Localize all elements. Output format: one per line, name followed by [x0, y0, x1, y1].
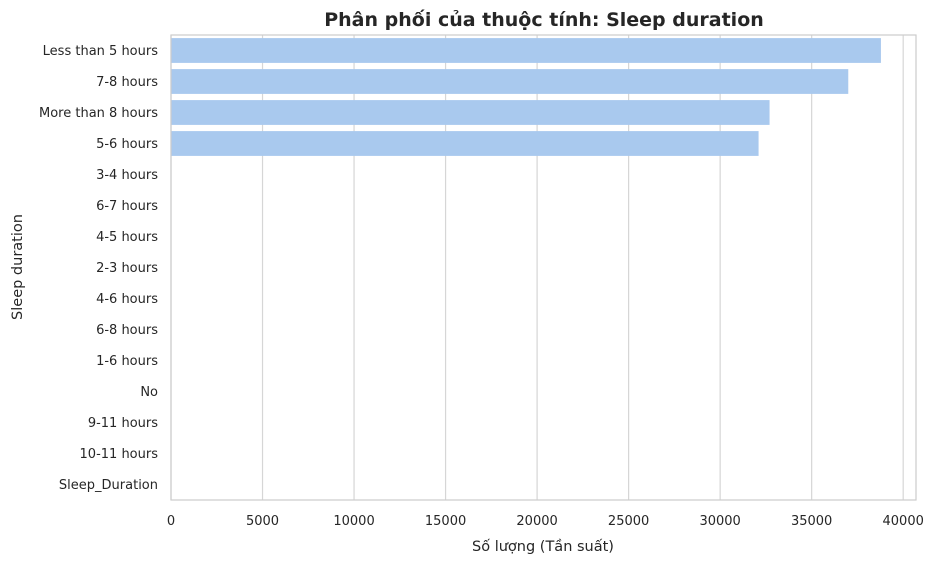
y-tick-label: 6-8 hours	[96, 323, 158, 338]
y-tick-label: 1-6 hours	[96, 354, 158, 369]
x-tick-label: 35000	[791, 514, 832, 529]
y-tick-label: 2-3 hours	[96, 261, 158, 276]
bar	[171, 69, 848, 94]
x-tick-label: 5000	[246, 514, 279, 529]
x-tick-label: 0	[167, 514, 175, 529]
chart-title: Phân phối của thuộc tính: Sleep duration	[324, 8, 764, 31]
y-tick-label: More than 8 hours	[39, 106, 158, 121]
x-tick-labels: 0 5000 10000 15000 20000 25000 30000 35000 40000	[167, 514, 924, 529]
y-tick-label: 5-6 hours	[96, 137, 158, 152]
y-tick-label: 4-5 hours	[96, 230, 158, 245]
y-axis-label: Sleep duration	[10, 214, 26, 320]
y-tick-label: 10-11 hours	[80, 447, 159, 462]
bars	[171, 38, 881, 497]
y-tick-label: 6-7 hours	[96, 199, 158, 214]
y-tick-label: 3-4 hours	[96, 168, 158, 183]
bar	[171, 100, 770, 125]
y-tick-label: Sleep_Duration	[59, 478, 158, 493]
x-tick-label: 20000	[516, 514, 557, 529]
bar	[171, 131, 759, 156]
x-tick-label: 25000	[608, 514, 649, 529]
x-tick-label: 40000	[883, 514, 924, 529]
y-tick-label: 7-8 hours	[96, 75, 158, 90]
x-tick-label: 10000	[333, 514, 374, 529]
x-tick-label: 30000	[699, 514, 740, 529]
y-tick-label: No	[140, 385, 158, 400]
bar	[171, 38, 881, 63]
x-axis-label: Số lượng (Tần suất)	[472, 538, 614, 555]
x-tick-label: 15000	[425, 514, 466, 529]
y-tick-label: 9-11 hours	[88, 416, 158, 431]
y-tick-label: Less than 5 hours	[43, 44, 159, 59]
y-tick-label: 4-6 hours	[96, 292, 158, 307]
y-tick-labels: Less than 5 hours 7-8 hours More than 8 ho…	[39, 44, 158, 493]
